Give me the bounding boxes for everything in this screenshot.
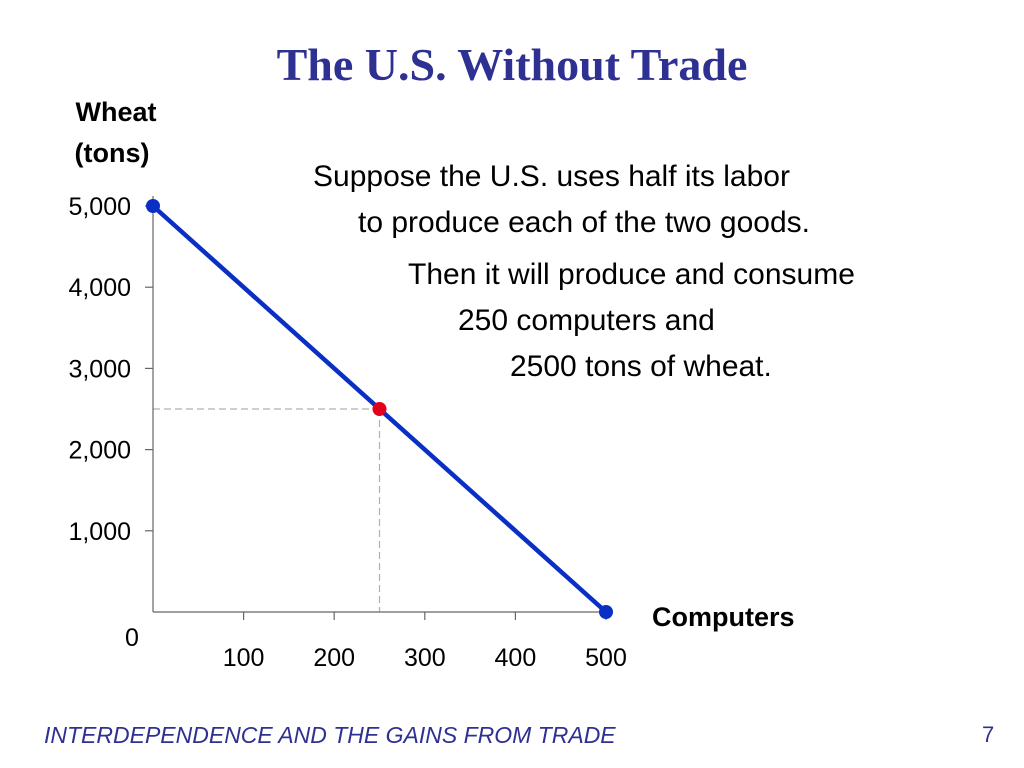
footer-text: INTERDEPENDENCE AND THE GAINS FROM TRADE [44, 722, 616, 748]
axis-labels: Wheat (tons) Computers [75, 97, 795, 632]
x-tick-label: 500 [585, 644, 627, 672]
slide-title: The U.S. Without Trade [276, 39, 748, 90]
callout-line-4: 250 computers and [458, 304, 715, 337]
axes [152, 196, 612, 613]
callout-line-3: Then it will produce and consume [408, 258, 855, 291]
x-ticks: 100 200 300 400 500 0 [125, 612, 627, 672]
y-tick-label: 1,000 [68, 518, 131, 546]
y-tick-label: 3,000 [68, 355, 131, 383]
page-number: 7 [982, 722, 995, 747]
y-axis-label-line-1: Wheat [76, 97, 157, 127]
ppf-endpoint [599, 605, 613, 619]
x-tick-label: 300 [404, 644, 446, 672]
guide-lines [153, 408, 381, 612]
x-tick-label: 400 [495, 644, 537, 672]
x-axis-label: Computers [652, 602, 795, 632]
y-ticks: 1,000 2,000 3,000 4,000 5,000 [68, 193, 153, 546]
x-tick-label: 200 [313, 644, 355, 672]
points-layer [146, 199, 613, 619]
origin-label: 0 [125, 624, 139, 652]
x-tick-label: 100 [223, 644, 265, 672]
ppf-endpoint [146, 199, 160, 213]
y-axis-label-line-2: (tons) [75, 138, 150, 168]
callout-line-5: 2500 tons of wheat. [510, 350, 772, 383]
callout-line-1: Suppose the U.S. uses half its labor [313, 160, 790, 193]
ppf-chart: 100 200 300 400 500 0 1,000 2,000 3,000 4,000 5,0… [68, 97, 795, 672]
y-tick-label: 2,000 [68, 437, 131, 465]
no-trade-point [372, 402, 387, 416]
y-tick-label: 4,000 [68, 274, 131, 302]
callout-line-2: to produce each of the two goods. [358, 206, 810, 239]
y-tick-label: 5,000 [68, 193, 131, 221]
